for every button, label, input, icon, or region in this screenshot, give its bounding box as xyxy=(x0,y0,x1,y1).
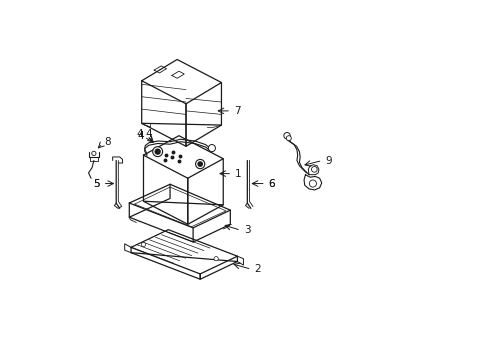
Circle shape xyxy=(208,145,215,152)
Text: 6: 6 xyxy=(268,179,275,189)
Circle shape xyxy=(92,151,96,156)
Circle shape xyxy=(311,167,317,172)
Circle shape xyxy=(286,136,291,141)
Circle shape xyxy=(141,242,145,247)
Text: 1: 1 xyxy=(234,168,241,179)
Text: 3: 3 xyxy=(244,225,250,235)
Circle shape xyxy=(214,257,218,261)
Text: 4: 4 xyxy=(137,129,143,139)
Text: 5: 5 xyxy=(93,179,100,189)
Text: 2: 2 xyxy=(254,264,261,274)
Circle shape xyxy=(198,162,202,166)
Text: 4: 4 xyxy=(145,129,152,139)
Text: 4: 4 xyxy=(137,131,144,141)
Circle shape xyxy=(152,147,163,157)
Text: 5: 5 xyxy=(93,179,100,189)
Text: 9: 9 xyxy=(325,156,331,166)
Circle shape xyxy=(283,132,290,139)
Circle shape xyxy=(155,149,160,154)
Text: 6: 6 xyxy=(268,179,275,189)
Circle shape xyxy=(309,180,316,187)
Text: 7: 7 xyxy=(233,106,240,116)
Text: 8: 8 xyxy=(104,137,111,147)
Circle shape xyxy=(195,159,204,168)
